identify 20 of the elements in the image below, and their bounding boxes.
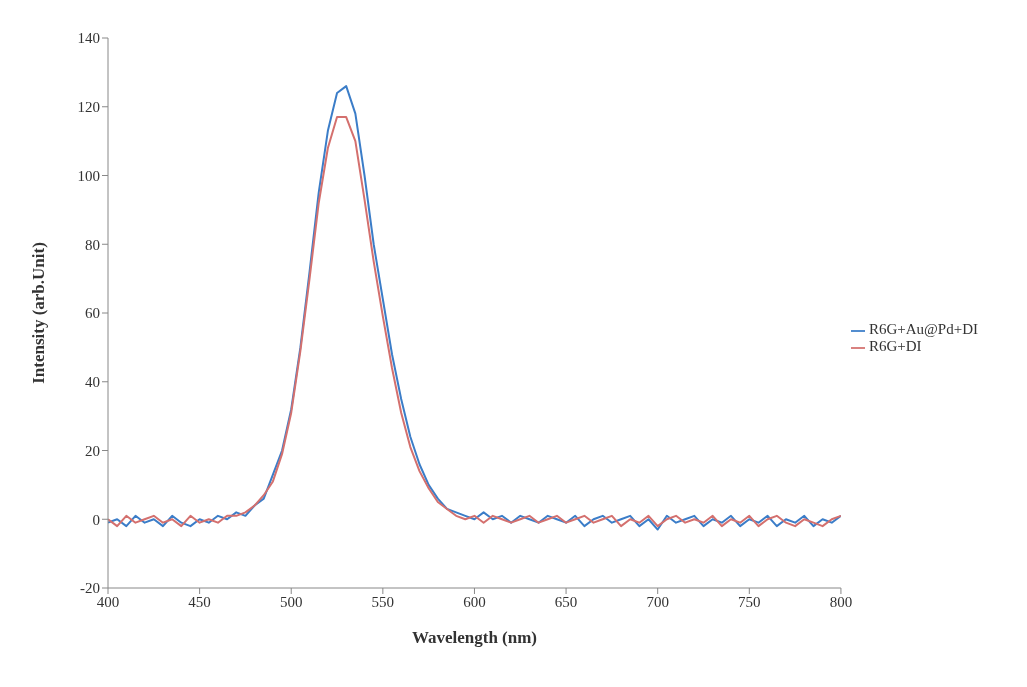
y-tick-label: 80 — [85, 236, 100, 253]
y-tick-label: 0 — [92, 511, 100, 528]
legend-label: R6G+DI — [868, 338, 922, 354]
x-tick-label: 450 — [188, 593, 211, 610]
x-tick-label: 500 — [279, 593, 303, 610]
x-tick-label: 700 — [646, 593, 669, 610]
legend-label: R6G+Au@Pd+DI — [868, 321, 978, 337]
y-tick-label: 40 — [85, 374, 100, 391]
x-axis-title: Wavelength (nm) — [411, 628, 538, 647]
y-tick-label: 100 — [77, 167, 100, 184]
y-axis-title: Intensity (arb.Unit) — [29, 242, 49, 384]
x-tick-label: 600 — [463, 593, 486, 610]
x-tick-label: 550 — [371, 593, 395, 610]
x-tick-label: 650 — [554, 593, 578, 610]
y-tick-label: 120 — [77, 99, 100, 116]
x-tick-label: 750 — [738, 593, 761, 610]
y-tick-label: 140 — [77, 30, 100, 47]
x-tick-label: 800 — [829, 593, 853, 610]
y-tick-label: 60 — [85, 305, 100, 322]
y-tick-label: 20 — [85, 442, 100, 459]
